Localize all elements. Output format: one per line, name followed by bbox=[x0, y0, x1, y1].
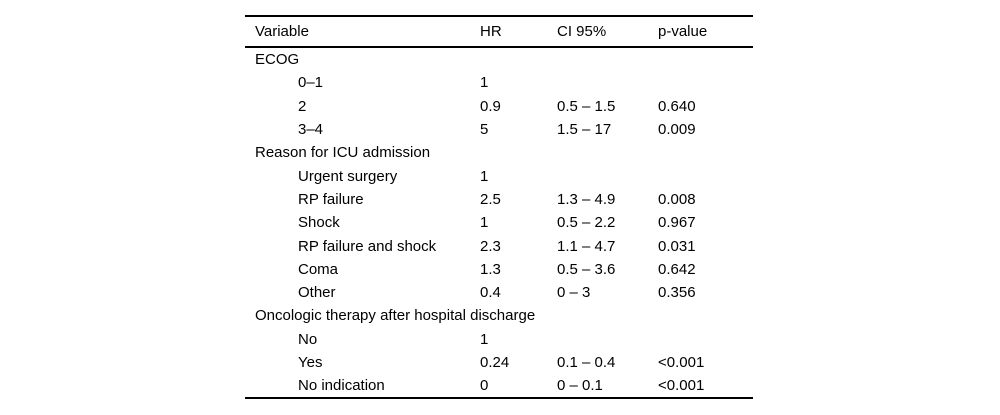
ci-value: 1.3 – 4.9 bbox=[557, 190, 616, 208]
row-label: RP failure bbox=[298, 190, 364, 208]
ci-value: 0.5 – 1.5 bbox=[557, 97, 616, 115]
table-bottom-rule bbox=[245, 397, 753, 400]
hr-value: 0.9 bbox=[480, 97, 501, 115]
row-label: Reason for ICU admission bbox=[255, 144, 431, 162]
ci-value: 0.1 – 0.4 bbox=[557, 354, 616, 371]
table-row: Urgent surgery 1 bbox=[245, 164, 753, 187]
table-row: Oncologic therapy after hospital dischar… bbox=[245, 304, 753, 327]
table-row: Coma 1.3 0.5 – 3.6 0.642 bbox=[245, 258, 753, 281]
results-table: Variable HR CI 95% p-value ECOG 0–1 1 2 … bbox=[245, 15, 753, 400]
ci-value: 1.1 – 4.7 bbox=[557, 237, 616, 255]
table-row: 3–4 5 1.5 – 17 0.009 bbox=[245, 118, 753, 141]
p-value: 0.008 bbox=[658, 190, 696, 208]
p-value: 0.009 bbox=[658, 121, 696, 139]
p-value: 0.356 bbox=[658, 284, 696, 302]
column-header-ci: CI 95% bbox=[557, 23, 607, 40]
hr-value: 1 bbox=[480, 330, 489, 348]
p-value: <0.001 bbox=[658, 354, 705, 371]
row-label: Other bbox=[298, 284, 336, 302]
hr-value: 0 bbox=[480, 377, 489, 395]
p-value: 0.967 bbox=[658, 214, 696, 232]
table-row: 2 0.9 0.5 – 1.5 0.640 bbox=[245, 95, 753, 118]
row-label: Coma bbox=[298, 260, 339, 278]
table-row: ECOG bbox=[245, 48, 753, 71]
p-value: 0.031 bbox=[658, 237, 696, 255]
row-label: RP failure and shock bbox=[298, 237, 437, 255]
table-row: RP failure 2.5 1.3 – 4.9 0.008 bbox=[245, 188, 753, 211]
table-row: Other 0.4 0 – 3 0.356 bbox=[245, 281, 753, 304]
table-row: Reason for ICU admission bbox=[245, 141, 753, 164]
hr-value: 0.4 bbox=[480, 284, 501, 302]
p-value: 0.640 bbox=[658, 97, 696, 115]
column-header-variable: Variable bbox=[255, 23, 309, 40]
hr-value: 5 bbox=[480, 121, 489, 139]
row-label: Yes bbox=[298, 354, 323, 371]
hr-value: 2.3 bbox=[480, 237, 501, 255]
row-label: Shock bbox=[298, 214, 340, 232]
table-body: ECOG 0–1 1 2 0.9 0.5 – 1.5 0.640 3–4 5 1… bbox=[245, 48, 753, 397]
table-row: 0–1 1 bbox=[245, 71, 753, 94]
row-label: 0–1 bbox=[298, 74, 324, 92]
ci-value: 0 – 0.1 bbox=[557, 377, 603, 395]
row-label: No bbox=[298, 330, 318, 348]
hr-value: 0.24 bbox=[480, 354, 510, 371]
column-header-pvalue: p-value bbox=[658, 23, 708, 40]
ci-value: 0.5 – 3.6 bbox=[557, 260, 616, 278]
table-row: No 1 bbox=[245, 328, 753, 351]
row-label: 2 bbox=[298, 97, 307, 115]
row-label: No indication bbox=[298, 377, 385, 395]
ci-value: 0.5 – 2.2 bbox=[557, 214, 616, 232]
ci-value: 0 – 3 bbox=[557, 284, 591, 302]
hr-value: 1 bbox=[480, 214, 489, 232]
row-label: Urgent surgery bbox=[298, 167, 398, 185]
table-row: RP failure and shock 2.3 1.1 – 4.7 0.031 bbox=[245, 234, 753, 257]
hr-value: 1.3 bbox=[480, 260, 501, 278]
hr-value: 2.5 bbox=[480, 190, 501, 208]
table-header-row: Variable HR CI 95% p-value bbox=[245, 17, 753, 46]
hr-value: 1 bbox=[480, 167, 489, 185]
column-header-hr: HR bbox=[480, 23, 502, 40]
ci-value: 1.5 – 17 bbox=[557, 121, 612, 139]
row-label: Oncologic therapy after hospital dischar… bbox=[255, 307, 536, 325]
row-label: ECOG bbox=[255, 51, 300, 69]
table-row: Shock 1 0.5 – 2.2 0.967 bbox=[245, 211, 753, 234]
table-header-rule bbox=[245, 46, 753, 48]
table-top-rule bbox=[245, 15, 753, 17]
table-row: Yes 0.24 0.1 – 0.4 <0.001 bbox=[245, 351, 753, 374]
hr-value: 1 bbox=[480, 74, 489, 92]
row-label: 3–4 bbox=[298, 121, 324, 139]
table-row: No indication 0 0 – 0.1 <0.001 bbox=[245, 374, 753, 397]
p-value: 0.642 bbox=[658, 260, 696, 278]
p-value: <0.001 bbox=[658, 377, 705, 395]
